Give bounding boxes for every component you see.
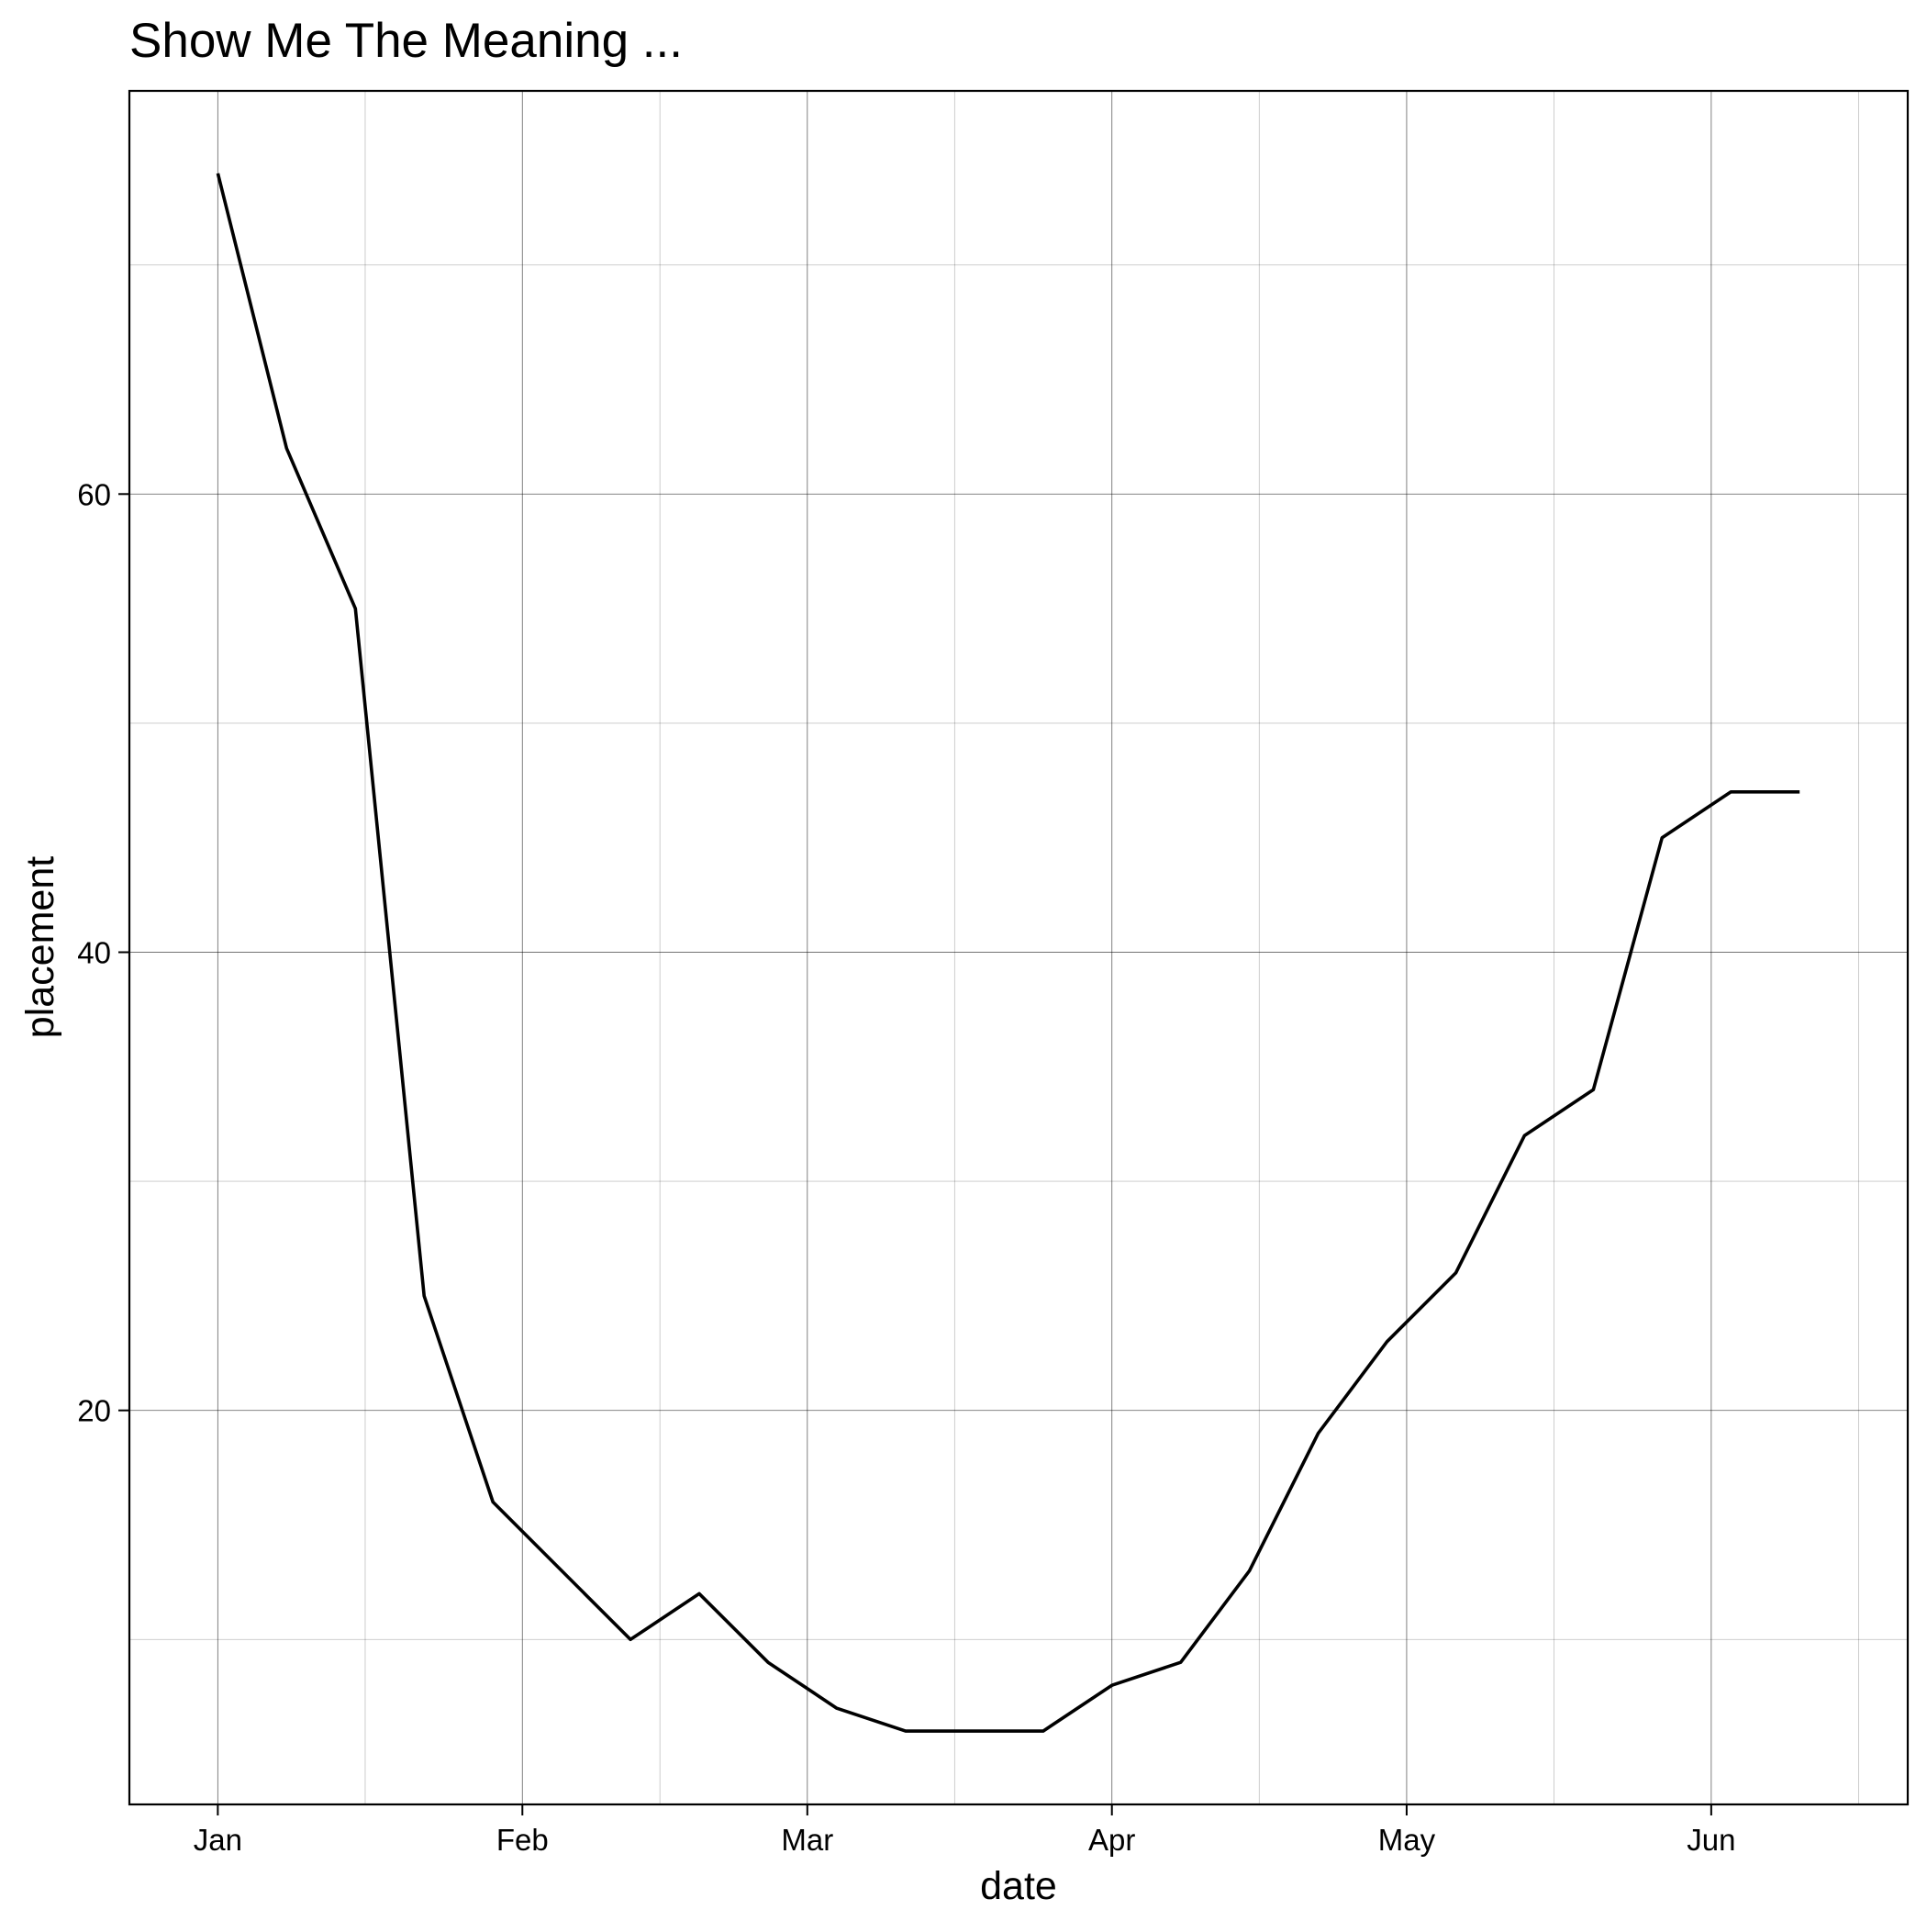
y-tick-label: 60 [77,477,111,511]
data-point [491,1501,495,1504]
y-tick-label: 40 [77,935,111,969]
x-tick-label: Feb [496,1823,549,1857]
data-point [1729,790,1732,794]
x-tick-label: Jan [194,1823,242,1857]
data-point [1110,1683,1114,1687]
data-point [697,1591,701,1595]
series-line [216,173,1800,1733]
data-point [353,607,357,610]
x-tick-label: Apr [1088,1823,1135,1857]
data-point [1454,1271,1457,1275]
data-point [1591,1088,1595,1091]
x-tick-label: May [1378,1823,1436,1857]
y-tick-label: 20 [77,1394,111,1428]
data-point [973,1729,976,1733]
data-point [1317,1432,1320,1435]
chart-title: Show Me The Meaning ... [129,14,683,68]
data-point [1522,1134,1526,1137]
data-point [1179,1660,1183,1664]
x-tick-label: Mar [781,1823,833,1857]
data-point [904,1729,908,1733]
data-point [560,1569,563,1572]
data-point [766,1660,770,1664]
data-point [284,446,288,450]
plot-panel [128,89,1910,1806]
data-point [1660,836,1664,840]
data-point [835,1706,839,1710]
data-point [1386,1340,1389,1344]
data-point [1798,790,1801,794]
x-tick-label: Jun [1687,1823,1735,1857]
data-point [1248,1569,1252,1572]
data-point [422,1294,426,1298]
data-point [629,1637,632,1641]
data-point [1041,1729,1045,1733]
data-point [216,172,219,175]
y-axis-title: placement [18,856,62,1038]
x-axis-title: date [980,1864,1057,1908]
